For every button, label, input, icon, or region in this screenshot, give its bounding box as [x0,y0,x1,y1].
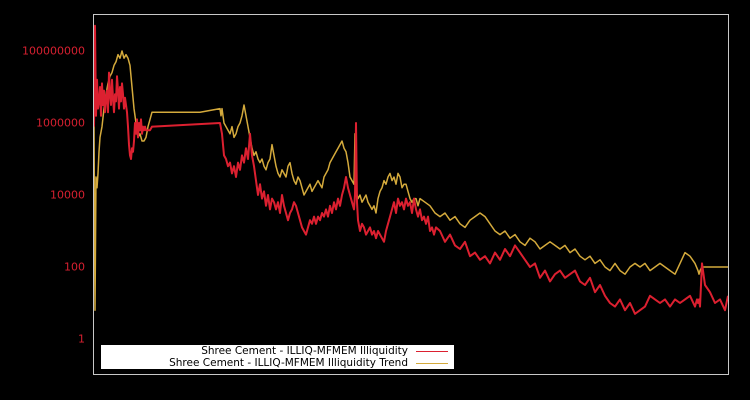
trend-line [93,50,728,311]
y-tick-label: 100 [64,260,85,274]
legend-item-illiquidity-trend: Shree Cement - ILLIQ-MFMEM Illiquidity T… [169,357,448,369]
legend-label: Shree Cement - ILLIQ-MFMEM Illiquidity T… [169,357,408,369]
y-tick-label: 100000000 [22,44,85,58]
legend-label: Shree Cement - ILLIQ-MFMEM Illiquidity [201,345,408,357]
legend-item-illiquidity: Shree Cement - ILLIQ-MFMEM Illiquidity [201,345,448,357]
legend: Shree Cement - ILLIQ-MFMEM Illiquidity S… [101,345,454,369]
y-tick-label: 1 [78,332,85,346]
legend-line-swatch [416,350,448,352]
illiquidity-line [93,24,729,315]
plot-frame [93,14,729,375]
series-layer [93,24,729,315]
legend-line-swatch [416,362,448,364]
y-tick-label: 1000000 [36,116,85,130]
y-tick-label: 10000 [50,188,85,202]
